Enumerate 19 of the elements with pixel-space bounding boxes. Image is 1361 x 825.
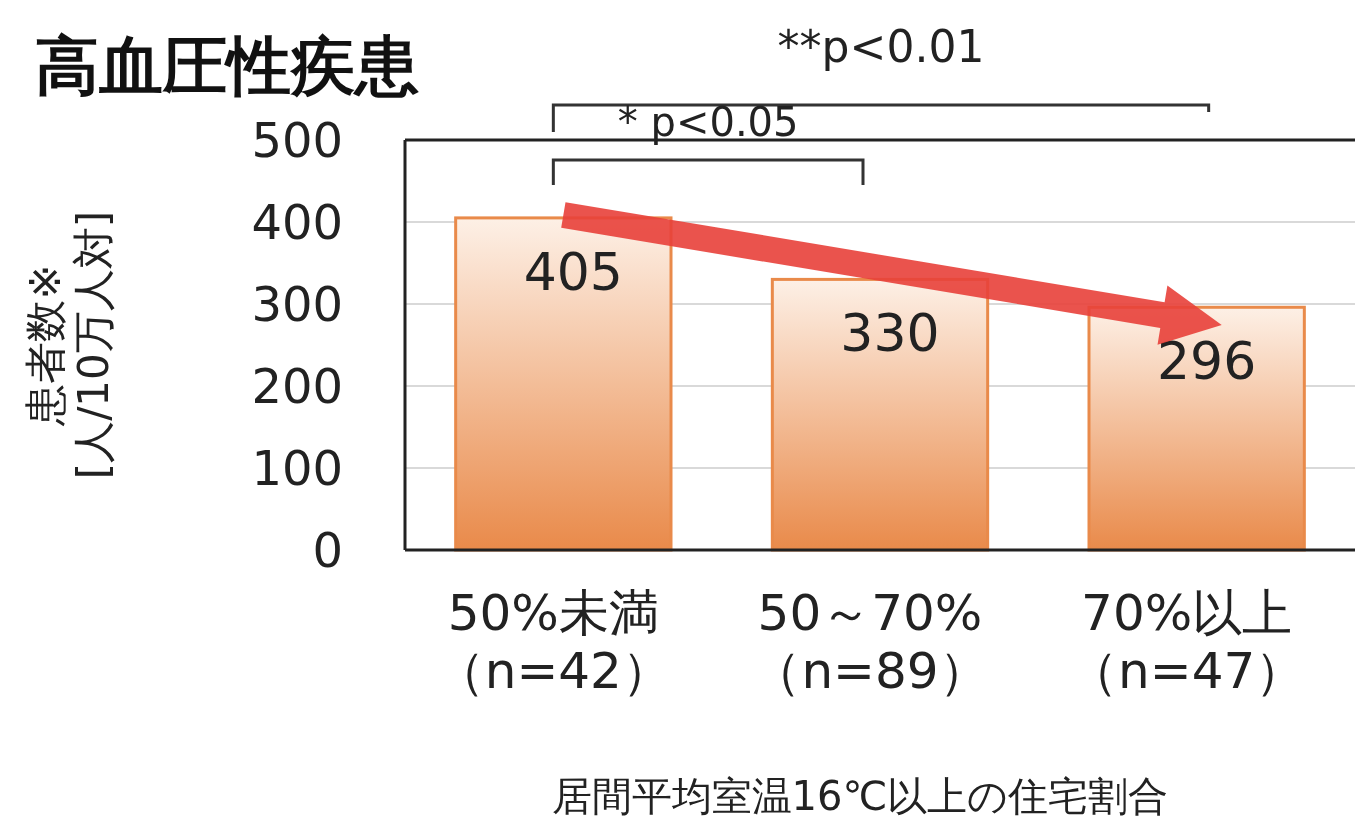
bar [454, 216, 673, 552]
text: **p<0.01 [777, 21, 985, 72]
y-tick-label: 500 [251, 112, 343, 168]
y-tick-label: 300 [251, 276, 343, 332]
chart-title: 高血圧性疾患 [35, 29, 419, 103]
x-tick-label: 50%未満（n=42） [434, 584, 672, 700]
annotation: * p<0.05 [617, 99, 799, 145]
x-tick-label: 70%以上（n=47） [1068, 584, 1306, 700]
y-axis-title: 患者数※ [人/10万人対] [21, 210, 119, 480]
data-label: 330 [840, 303, 940, 364]
y-tick-label: 400 [251, 194, 343, 250]
data-label: 405 [523, 241, 623, 302]
bar [1087, 305, 1306, 552]
x-tick-label: 50～70%（n=89） [751, 584, 989, 700]
y-tick-label: 0 [312, 522, 343, 578]
data-label: 296 [1157, 331, 1257, 392]
y-tick-label: 100 [251, 440, 343, 496]
x-axis-title: 居間平均室温16℃以上の住宅割合 [551, 773, 1169, 819]
y-tick-label: 200 [251, 358, 343, 414]
